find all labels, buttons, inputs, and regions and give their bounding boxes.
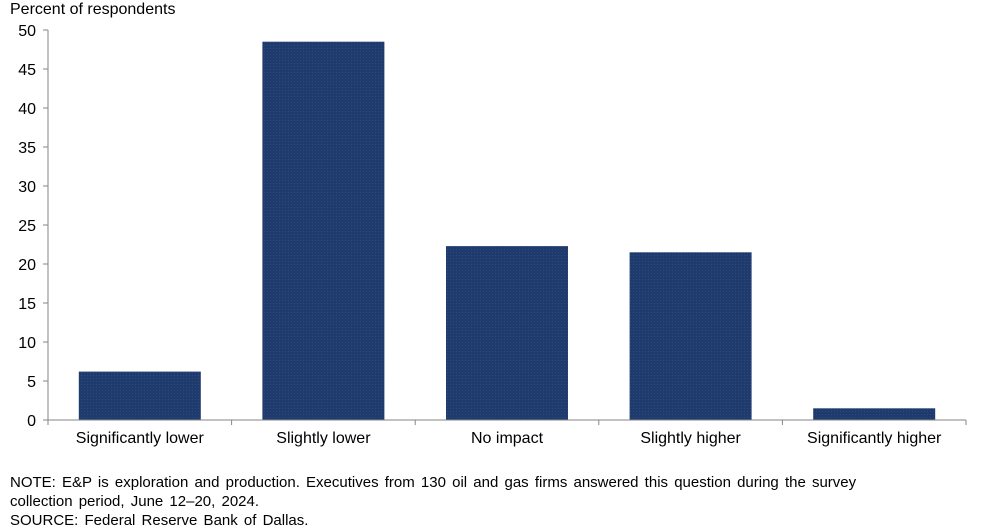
x-tick-label: Significantly lower xyxy=(76,430,205,447)
note-line-1: NOTE: E&P is exploration and production.… xyxy=(10,474,857,491)
bar-4 xyxy=(813,408,936,420)
y-tick-label: 25 xyxy=(18,218,36,235)
bar-0 xyxy=(78,371,201,420)
x-tick-label: No impact xyxy=(471,430,544,447)
y-tick-label: 30 xyxy=(18,179,36,196)
bar-1 xyxy=(262,41,385,420)
bar-2 xyxy=(446,246,568,420)
y-tick-label: 50 xyxy=(18,23,36,40)
y-tick-label: 5 xyxy=(27,374,36,391)
bar-3 xyxy=(629,252,752,420)
y-tick-label: 40 xyxy=(18,101,36,118)
y-axis-title: Percent of respondents xyxy=(10,1,175,18)
y-tick-label: 20 xyxy=(18,257,36,274)
x-tick-labels: Significantly lower Slightly lower No impa… xyxy=(76,430,942,447)
y-tick-label: 15 xyxy=(18,296,36,313)
x-tick-label: Slightly lower xyxy=(276,430,371,447)
footnotes: NOTE: E&P is exploration and production.… xyxy=(10,473,970,530)
y-tick-label: 0 xyxy=(27,413,36,430)
y-tick-label: 35 xyxy=(18,140,36,157)
x-tick-label: Slightly higher xyxy=(640,430,741,447)
y-tick-label: 10 xyxy=(18,335,36,352)
y-tick-labels: 0 5 10 15 20 25 30 35 40 45 50 xyxy=(18,23,36,430)
source-line: SOURCE: Federal Reserve Bank of Dallas. xyxy=(10,512,309,529)
y-tick-label: 45 xyxy=(18,62,36,79)
note-line-2: collection period, June 12–20, 2024. xyxy=(10,493,260,510)
x-tick-label: Significantly higher xyxy=(807,430,942,447)
bars xyxy=(78,41,936,420)
axes xyxy=(43,29,967,425)
